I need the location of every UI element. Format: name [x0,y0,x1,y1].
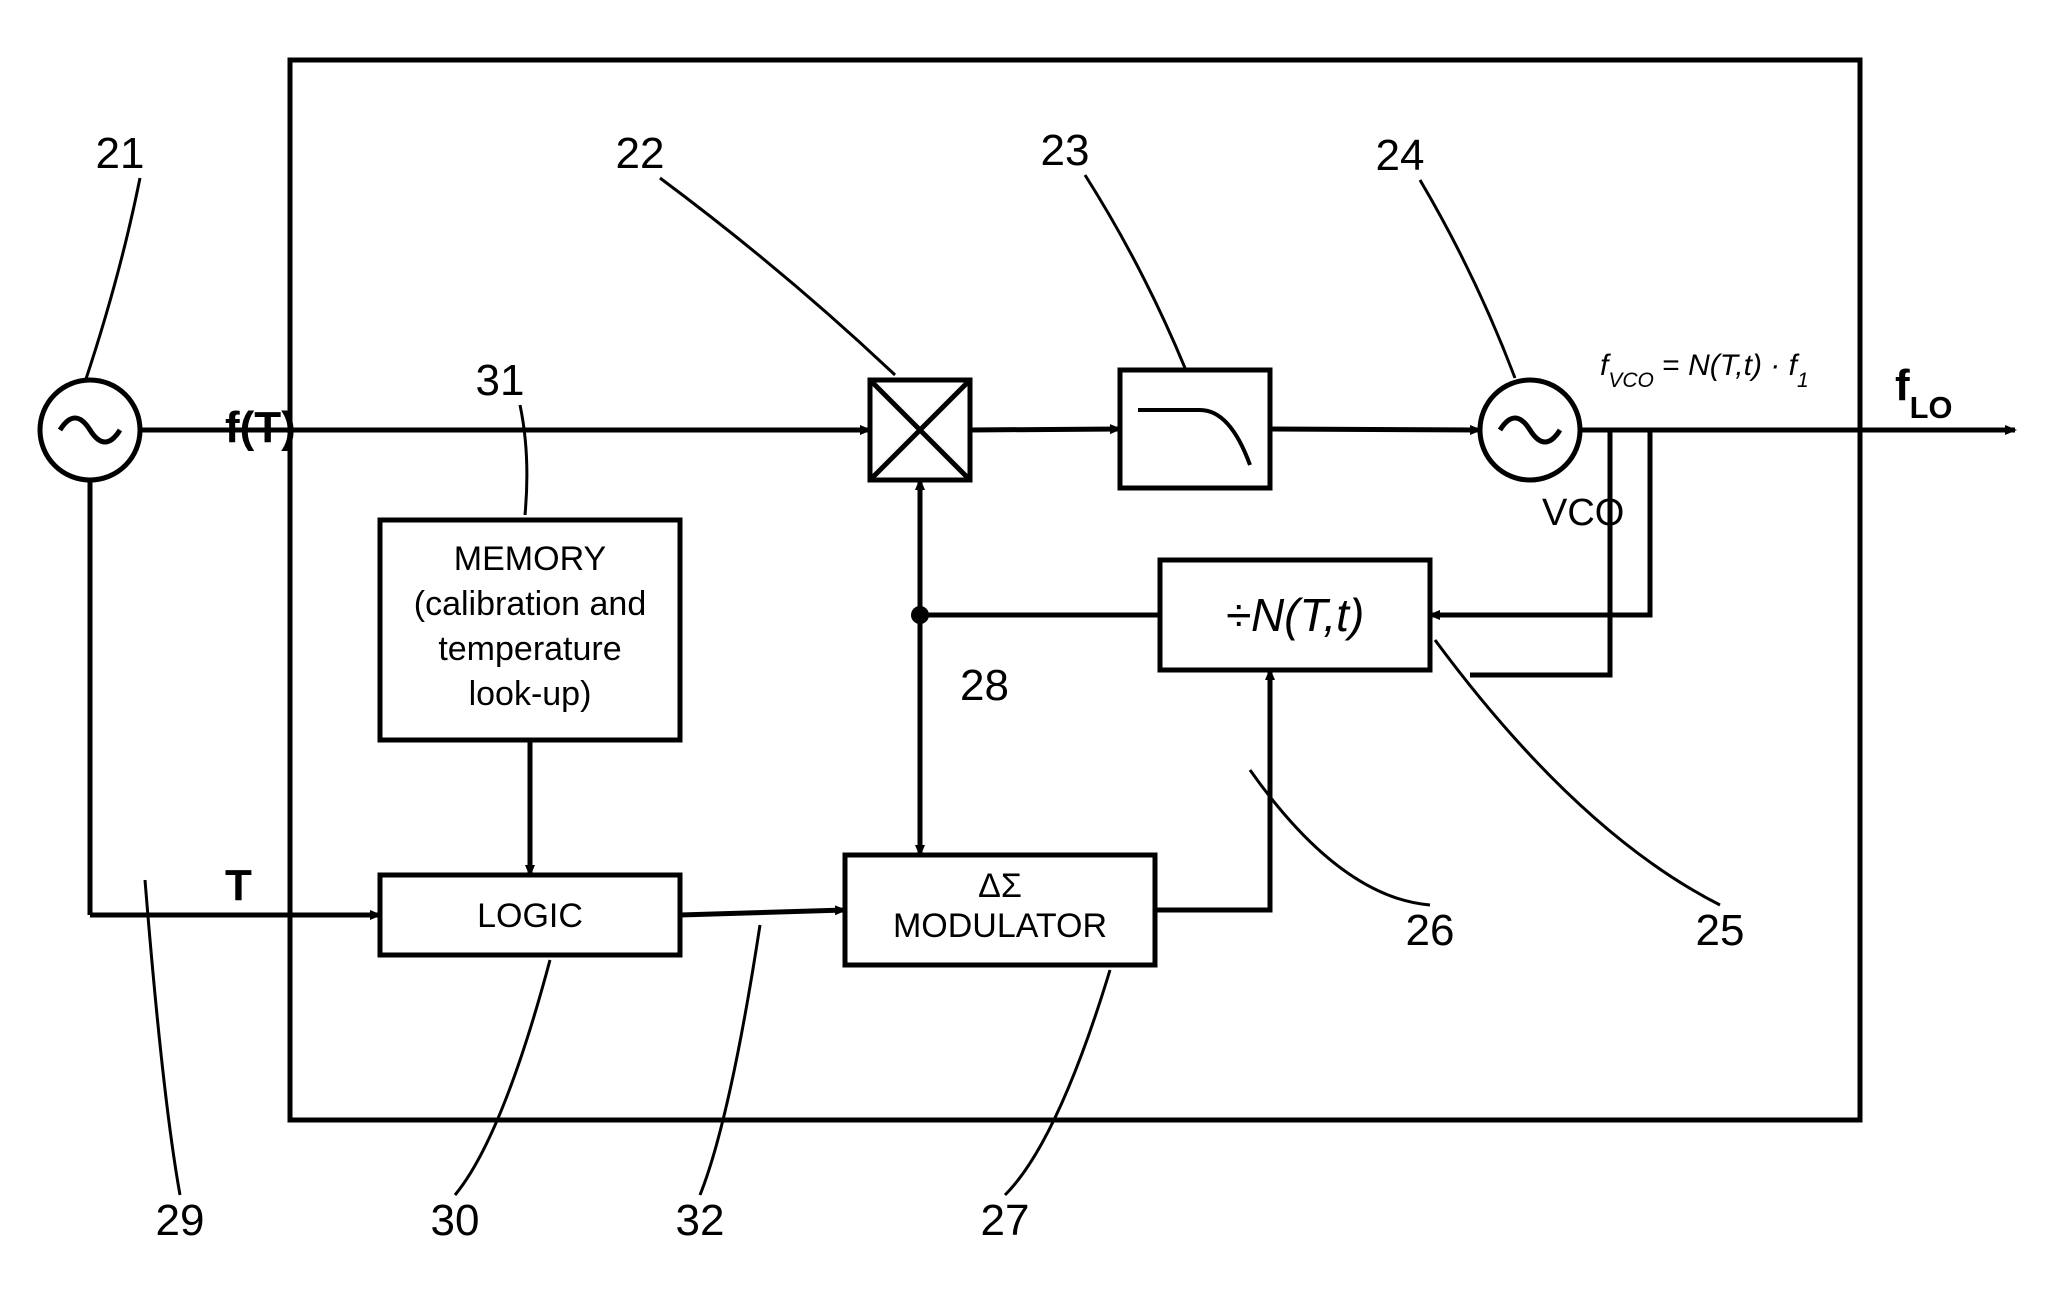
svg-text:temperature: temperature [438,630,621,668]
svg-text:look-up): look-up) [469,675,592,713]
svg-text:22: 22 [616,129,665,178]
svg-text:26: 26 [1406,906,1455,955]
svg-text:29: 29 [156,1196,205,1245]
loop-filter [1120,370,1270,488]
output-label: fLO [1895,361,1952,425]
svg-text:24: 24 [1376,131,1425,180]
svg-text:31: 31 [476,356,525,405]
svg-text:(calibration and: (calibration and [414,585,646,623]
svg-text:ΔΣ: ΔΣ [978,867,1022,905]
svg-text:LOGIC: LOGIC [477,897,583,935]
svg-text:23: 23 [1041,126,1090,175]
svg-text:MODULATOR: MODULATOR [893,907,1107,945]
svg-text:27: 27 [981,1196,1030,1245]
svg-text:MEMORY: MEMORY [454,540,606,578]
divider-label: ÷N(T,t) [1226,589,1365,641]
svg-text:21: 21 [96,129,145,178]
vco-equation: fVCO = N(T,t) · f1 [1600,349,1809,392]
ref-28: 28 [960,661,1009,710]
svg-text:30: 30 [431,1196,480,1245]
svg-text:f(T): f(T) [225,403,296,452]
svg-text:25: 25 [1696,906,1745,955]
svg-text:T: T [225,861,252,910]
svg-text:32: 32 [676,1196,725,1245]
